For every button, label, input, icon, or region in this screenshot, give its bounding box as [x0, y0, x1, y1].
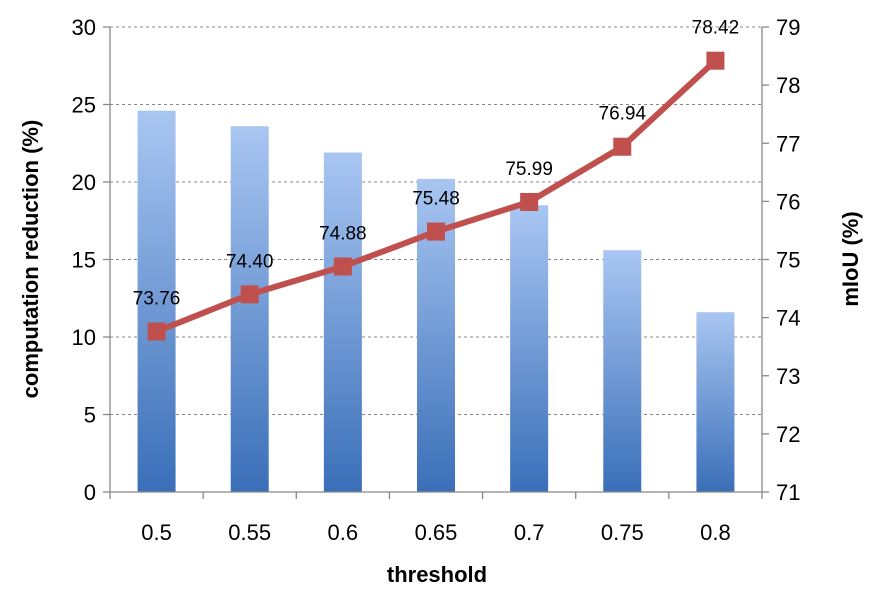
bar — [510, 205, 549, 492]
bar-series — [137, 110, 735, 493]
y2-tick-label: 78 — [776, 73, 800, 98]
y-axis-title: computation reduction (%) — [18, 120, 43, 399]
y2-tick-label: 76 — [776, 189, 800, 214]
y-tick-label: 20 — [72, 170, 96, 195]
line-marker — [427, 222, 445, 241]
labels: 0 5 10 15 20 25 30 71 72 73 74 75 76 77 78 79 0.5 0.55 0.6… — [72, 15, 801, 545]
bar — [696, 312, 735, 492]
y-tick-label: 25 — [72, 93, 96, 118]
x-tick-label: 0.8 — [700, 520, 731, 545]
line-series — [147, 51, 725, 341]
data-label: 74.40 — [226, 251, 274, 272]
bar — [323, 152, 362, 493]
y2-tick-label: 79 — [776, 15, 800, 40]
y-tick-label: 10 — [72, 325, 96, 350]
axes — [103, 26, 769, 499]
x-tick-label: 0.75 — [601, 520, 644, 545]
y2-tick-label: 75 — [776, 248, 800, 273]
data-label: 75.99 — [505, 159, 553, 180]
data-label: 74.88 — [319, 223, 367, 244]
y-tick-label: 30 — [72, 15, 96, 40]
y-tick-label: 0 — [84, 480, 96, 505]
x-tick-label: 0.7 — [514, 520, 545, 545]
y-tick-label: 15 — [72, 248, 96, 273]
data-label: 75.48 — [412, 189, 460, 210]
x-tick-label: 0.5 — [141, 520, 172, 545]
data-label: 73.76 — [133, 289, 181, 310]
data-label: 78.42 — [692, 18, 740, 39]
x-axis-title: threshold — [387, 562, 487, 587]
line-marker — [147, 322, 166, 341]
bar — [230, 126, 269, 492]
y2-axis-title: mIoU (%) — [838, 211, 863, 306]
line-marker — [706, 51, 725, 70]
y2-tick-label: 73 — [776, 364, 800, 389]
line-marker — [333, 257, 352, 276]
line-marker — [240, 285, 259, 304]
y2-tick-label: 74 — [776, 306, 800, 331]
line-marker — [520, 192, 539, 211]
x-tick-label: 0.55 — [228, 520, 271, 545]
bar — [137, 110, 176, 492]
x-tick-label: 0.65 — [415, 520, 458, 545]
line-marker — [613, 137, 632, 156]
y-tick-label: 5 — [84, 403, 96, 428]
y2-tick-label: 71 — [776, 480, 800, 505]
data-label: 76.94 — [599, 104, 647, 125]
y2-tick-label: 72 — [776, 422, 800, 447]
x-tick-label: 0.6 — [328, 520, 359, 545]
y2-tick-label: 77 — [776, 131, 800, 156]
bar — [603, 250, 642, 492]
